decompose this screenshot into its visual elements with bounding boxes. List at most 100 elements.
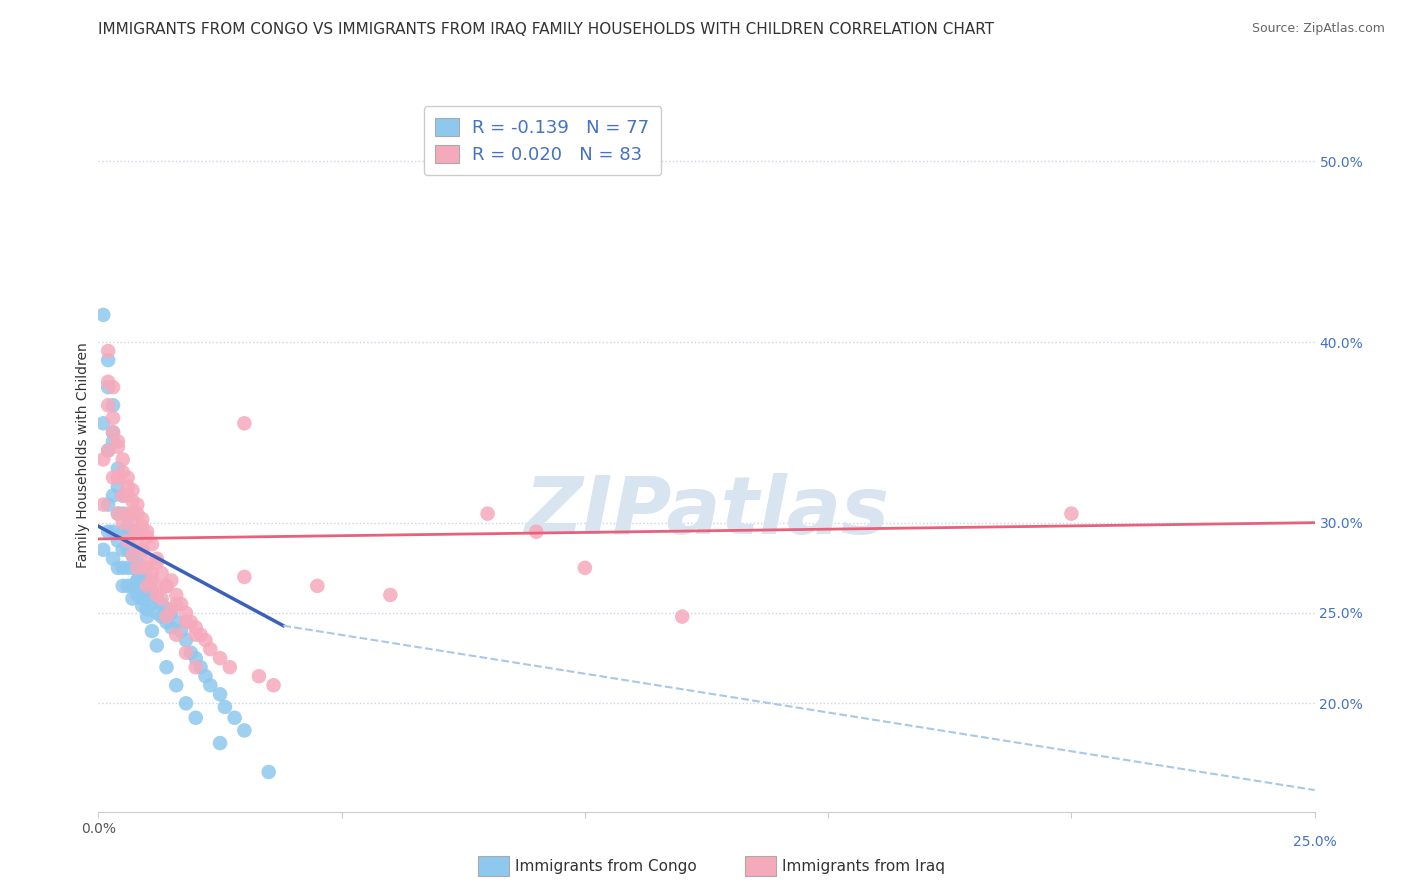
- Point: [184, 620, 207, 634]
- Point: [101, 470, 124, 484]
- Point: [107, 470, 129, 484]
- Point: [91, 308, 114, 322]
- Text: 25.0%: 25.0%: [1292, 835, 1337, 849]
- Point: [111, 524, 134, 539]
- Point: [101, 410, 124, 425]
- Point: [101, 380, 124, 394]
- Point: [101, 425, 124, 440]
- Point: [97, 353, 120, 368]
- Point: [111, 489, 134, 503]
- Point: [117, 542, 139, 557]
- Point: [160, 606, 183, 620]
- Point: [150, 609, 173, 624]
- Point: [146, 579, 169, 593]
- Point: [97, 344, 120, 359]
- Point: [97, 443, 120, 458]
- Point: [233, 570, 256, 584]
- Point: [121, 483, 143, 497]
- Point: [107, 440, 129, 454]
- Point: [136, 588, 159, 602]
- Point: [136, 524, 159, 539]
- Point: [121, 548, 143, 562]
- Point: [141, 597, 163, 611]
- Point: [127, 574, 149, 588]
- Point: [165, 615, 187, 629]
- Point: [165, 588, 187, 602]
- Point: [174, 606, 197, 620]
- Text: IMMIGRANTS FROM CONGO VS IMMIGRANTS FROM IRAQ FAMILY HOUSEHOLDS WITH CHILDREN CO: IMMIGRANTS FROM CONGO VS IMMIGRANTS FROM…: [98, 22, 994, 37]
- Point: [101, 398, 124, 412]
- Point: [97, 375, 120, 389]
- Point: [190, 628, 212, 642]
- Point: [194, 633, 217, 648]
- Point: [174, 633, 197, 648]
- Point: [121, 507, 143, 521]
- Point: [117, 489, 139, 503]
- Point: [233, 417, 256, 431]
- Point: [257, 764, 280, 779]
- Point: [263, 678, 285, 692]
- Point: [127, 507, 149, 521]
- Point: [136, 530, 159, 544]
- Point: [141, 574, 163, 588]
- Point: [150, 566, 173, 581]
- Point: [174, 696, 197, 710]
- Point: [214, 700, 236, 714]
- Point: [141, 624, 163, 638]
- Point: [131, 584, 153, 599]
- Point: [184, 711, 207, 725]
- Point: [117, 561, 139, 575]
- Point: [141, 584, 163, 599]
- Point: [101, 551, 124, 566]
- Point: [146, 556, 169, 570]
- Text: Immigrants from Congo: Immigrants from Congo: [515, 859, 696, 873]
- Point: [671, 609, 693, 624]
- Point: [101, 524, 124, 539]
- Point: [91, 452, 114, 467]
- Point: [131, 519, 153, 533]
- Point: [184, 651, 207, 665]
- Point: [200, 642, 222, 657]
- Point: [107, 507, 129, 521]
- Point: [111, 452, 134, 467]
- Point: [233, 723, 256, 738]
- Point: [194, 669, 217, 683]
- Point: [131, 512, 153, 526]
- Point: [155, 609, 177, 624]
- Point: [574, 561, 596, 575]
- Point: [101, 489, 124, 503]
- Point: [170, 597, 193, 611]
- Point: [160, 574, 183, 588]
- Point: [136, 574, 159, 588]
- Point: [121, 548, 143, 562]
- Point: [136, 609, 159, 624]
- Point: [1060, 507, 1083, 521]
- Point: [97, 398, 120, 412]
- Point: [117, 533, 139, 548]
- Y-axis label: Family Households with Children: Family Households with Children: [76, 342, 90, 568]
- Point: [107, 533, 129, 548]
- Point: [209, 651, 232, 665]
- Point: [180, 646, 202, 660]
- Point: [121, 494, 143, 508]
- Point: [97, 380, 120, 394]
- Point: [127, 556, 149, 570]
- Point: [209, 687, 232, 701]
- Point: [165, 628, 187, 642]
- Point: [184, 660, 207, 674]
- Point: [141, 566, 163, 581]
- Point: [131, 542, 153, 557]
- Point: [180, 615, 202, 629]
- Point: [107, 434, 129, 449]
- Text: ZIPatlas: ZIPatlas: [524, 473, 889, 551]
- Point: [174, 646, 197, 660]
- Point: [117, 479, 139, 493]
- Point: [155, 615, 177, 629]
- Point: [165, 678, 187, 692]
- Point: [121, 519, 143, 533]
- Point: [131, 599, 153, 613]
- Point: [136, 556, 159, 570]
- Point: [524, 524, 547, 539]
- Point: [155, 660, 177, 674]
- Point: [97, 443, 120, 458]
